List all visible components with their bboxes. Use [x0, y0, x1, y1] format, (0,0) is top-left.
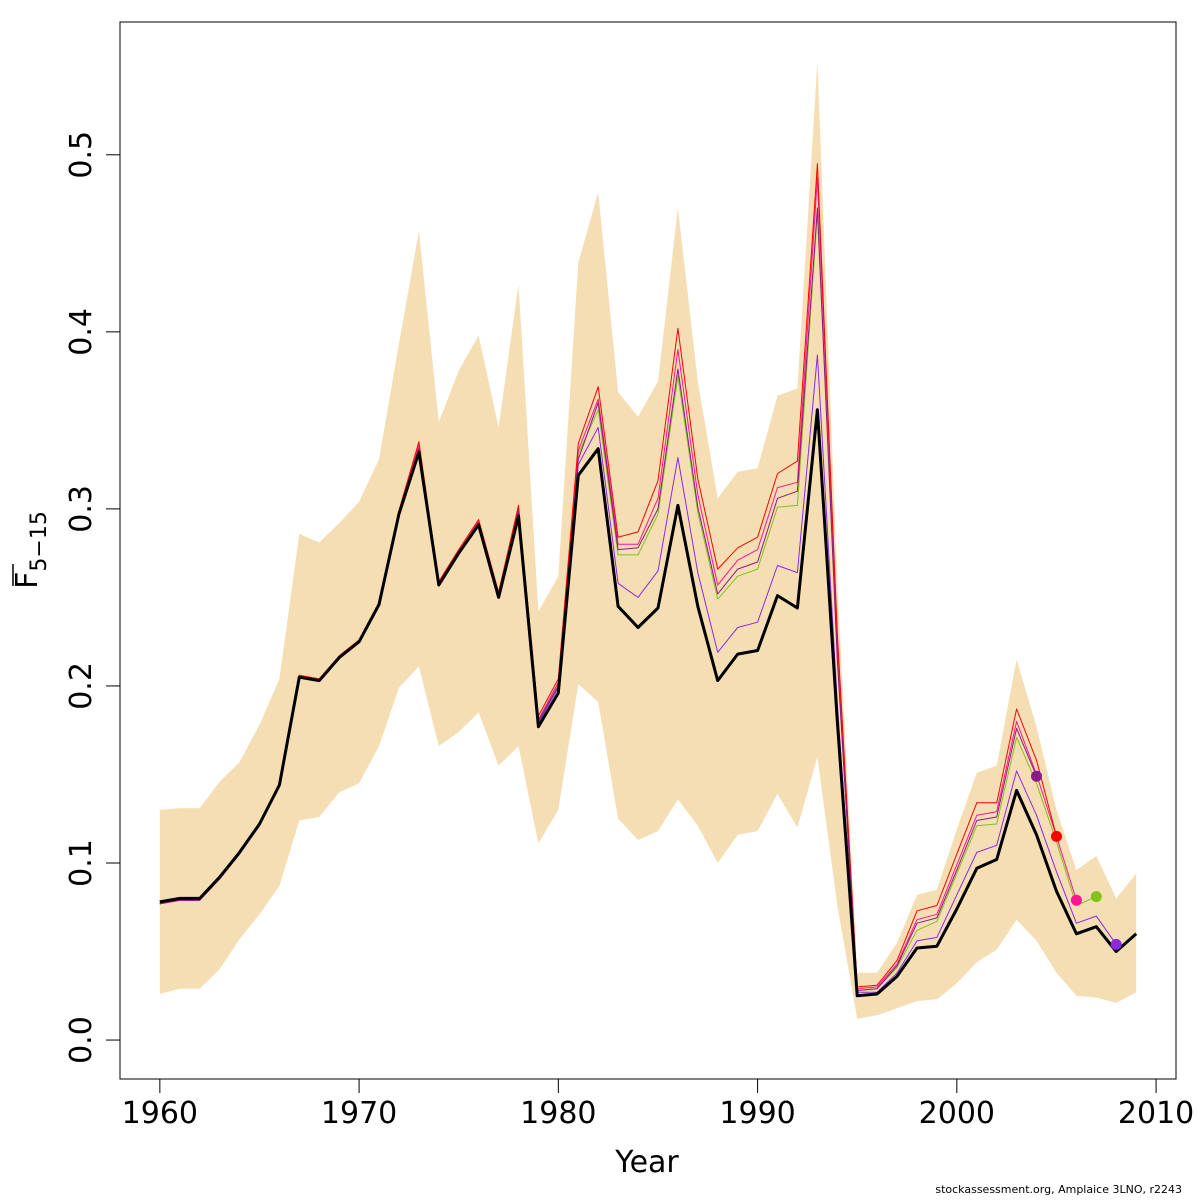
x-tick-label: 1970	[321, 1096, 397, 1131]
y-tick-label: 0.5	[64, 131, 99, 179]
x-tick-label: 1980	[520, 1096, 596, 1131]
x-tick-label: 2000	[919, 1096, 995, 1131]
x-tick-label: 1960	[122, 1096, 198, 1131]
series-line-0	[159, 408, 1138, 998]
y-tick-label: 0.3	[64, 485, 99, 533]
series-end-point-4	[1051, 830, 1062, 842]
series-end-point-2	[1090, 891, 1102, 903]
series-line-4	[159, 163, 1057, 988]
confidence-band	[159, 61, 1137, 1019]
y-axis-title-main: F	[10, 572, 45, 589]
marker-layer	[1031, 770, 1122, 950]
x-axis-title: Year	[614, 1145, 679, 1180]
series-end-point-5	[1031, 770, 1042, 782]
series-end-point-3	[1070, 894, 1082, 906]
series-layer	[159, 163, 1138, 998]
x-tick-label: 2010	[1118, 1096, 1194, 1131]
y-axis-title-sub: 5−15	[27, 511, 52, 571]
x-tick-label: 1990	[719, 1096, 795, 1131]
footer-credit: stockassessment.org, Amplaice 3LNO, r224…	[935, 1183, 1182, 1196]
y-axis: 0.0 0.1 0.2 0.3 0.4 0.5	[64, 131, 121, 1064]
confidence-band-layer	[159, 61, 1137, 1019]
y-tick-label: 0.1	[64, 839, 99, 887]
series-end-point-1	[1110, 938, 1122, 950]
y-tick-label: 0.0	[64, 1016, 99, 1064]
y-tick-label: 0.2	[64, 662, 99, 710]
y-tick-label: 0.4	[64, 308, 99, 356]
x-axis: 1960 1970 1980 1990 2000 2010	[122, 1078, 1194, 1131]
y-axis-title: F5−15	[10, 511, 52, 589]
svg-text:F5−15: F5−15	[10, 511, 52, 589]
